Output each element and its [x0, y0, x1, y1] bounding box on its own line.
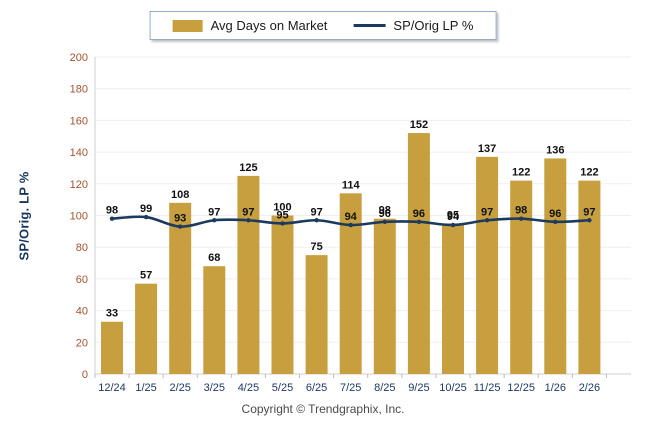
line-label: 98 [515, 205, 527, 217]
line-point-2/26 [587, 218, 592, 223]
line-point-1/26 [553, 219, 558, 225]
x-tick-label-10/25: 10/25 [439, 382, 467, 394]
legend-item-sp-orig-lp: SP/Orig LP % [353, 18, 473, 33]
line-label: 96 [413, 208, 425, 220]
bar-label: 114 [342, 179, 361, 191]
line-point-2/25 [178, 224, 183, 229]
bar-label: 75 [310, 241, 322, 253]
line-label: 97 [583, 206, 595, 218]
copyright-text: Copyright © Trendgraphix, Inc. [241, 402, 405, 416]
bar-label: 95 [447, 209, 459, 221]
bar-12/25 [510, 180, 533, 374]
line-label: 97 [310, 206, 322, 218]
line-label: 97 [481, 206, 493, 218]
bar-label: 122 [512, 167, 530, 179]
bar-12/24 [101, 321, 123, 374]
line-point-11/25 [484, 218, 490, 223]
bar-5/25 [271, 215, 294, 374]
x-tick-label-12/25: 12/25 [507, 382, 535, 394]
x-tick-label-1/25: 1/25 [135, 382, 156, 394]
line-point-3/25 [212, 218, 217, 223]
bar-swatch-icon [172, 19, 203, 32]
line-label: 97 [208, 206, 220, 218]
bar-label: 136 [546, 144, 564, 156]
line-point-12/25 [519, 216, 524, 221]
y-tick-label: 0 [82, 369, 88, 381]
bar-label: 33 [106, 308, 118, 320]
y-tick-label: 140 [70, 147, 88, 159]
line-label: 94 [447, 211, 460, 223]
line-label: 97 [242, 206, 254, 218]
line-swatch-icon [353, 24, 386, 27]
x-tick-label-1/26: 1/26 [545, 382, 566, 394]
bar-label: 108 [171, 189, 189, 201]
bar-1/25 [135, 283, 158, 374]
bar-6/25 [305, 255, 328, 374]
line-point-9/25 [416, 219, 422, 225]
bar-10/25 [442, 223, 464, 374]
x-tick-label-7/25: 7/25 [340, 382, 361, 394]
line-point-8/25 [382, 219, 387, 225]
line-point-5/25 [280, 221, 285, 226]
legend-label-sp-orig-lp: SP/Orig LP % [393, 18, 474, 33]
bar-2/26 [578, 180, 601, 374]
x-tick-label-6/25: 6/25 [306, 382, 327, 394]
y-tick-label: 60 [76, 274, 88, 286]
line-label: 96 [549, 208, 561, 220]
y-tick-label: 20 [76, 337, 88, 349]
bar-2/25 [169, 202, 192, 374]
bar-1/26 [544, 158, 567, 374]
x-tick-label-9/25: 9/25 [408, 382, 429, 394]
bar-7/25 [339, 193, 362, 374]
line-point-12/24 [109, 216, 115, 221]
bar-8/25 [373, 218, 396, 374]
x-tick-label-5/25: 5/25 [272, 382, 293, 394]
bar-label: 57 [140, 270, 152, 282]
bar-label: 100 [273, 202, 291, 214]
line-point-1/25 [143, 214, 149, 220]
y-tick-label: 160 [70, 115, 88, 127]
line-label: 93 [174, 213, 186, 225]
x-tick-label-2/26: 2/26 [579, 382, 600, 394]
y-tick-label: 100 [70, 211, 88, 223]
line-point-6/25 [314, 218, 319, 223]
bar-label: 122 [580, 167, 598, 179]
line-label: 98 [106, 205, 118, 217]
y-axis-title: SP/Orig. LP % [16, 171, 32, 261]
y-tick-label: 180 [70, 84, 88, 96]
bar-label: 98 [379, 205, 391, 217]
bar-label: 125 [239, 162, 257, 174]
y-tick-label: 120 [70, 179, 88, 191]
bar-9/25 [407, 133, 430, 374]
bar-4/25 [237, 175, 260, 374]
bar-label: 152 [410, 119, 428, 131]
y-tick-label: 80 [76, 242, 88, 254]
line-label: 96 [379, 208, 391, 220]
line-point-10/25 [450, 222, 456, 228]
line-label: 95 [276, 209, 288, 221]
bar-label: 68 [208, 252, 220, 264]
x-tick-label-2/25: 2/25 [169, 382, 190, 394]
y-tick-label: 40 [76, 306, 88, 318]
legend: Avg Days on Market SP/Orig LP % [149, 11, 497, 40]
x-tick-label-11/25: 11/25 [474, 382, 501, 394]
x-tick-label-4/25: 4/25 [238, 382, 259, 394]
line-label: 94 [345, 211, 358, 223]
x-tick-label-12/24: 12/24 [98, 382, 126, 394]
bar-3/25 [203, 266, 226, 374]
line-point-7/25 [348, 222, 353, 228]
line-point-4/25 [246, 218, 251, 223]
x-tick-label-3/25: 3/25 [204, 382, 225, 394]
y-tick-label: 200 [70, 52, 88, 64]
bar-label: 137 [478, 143, 496, 155]
line-label: 99 [140, 203, 152, 215]
legend-item-avg-days: Avg Days on Market [172, 18, 328, 33]
x-tick-label-8/25: 8/25 [374, 382, 395, 394]
legend-label-avg-days: Avg Days on Market [210, 18, 328, 33]
bar-11/25 [476, 156, 499, 374]
